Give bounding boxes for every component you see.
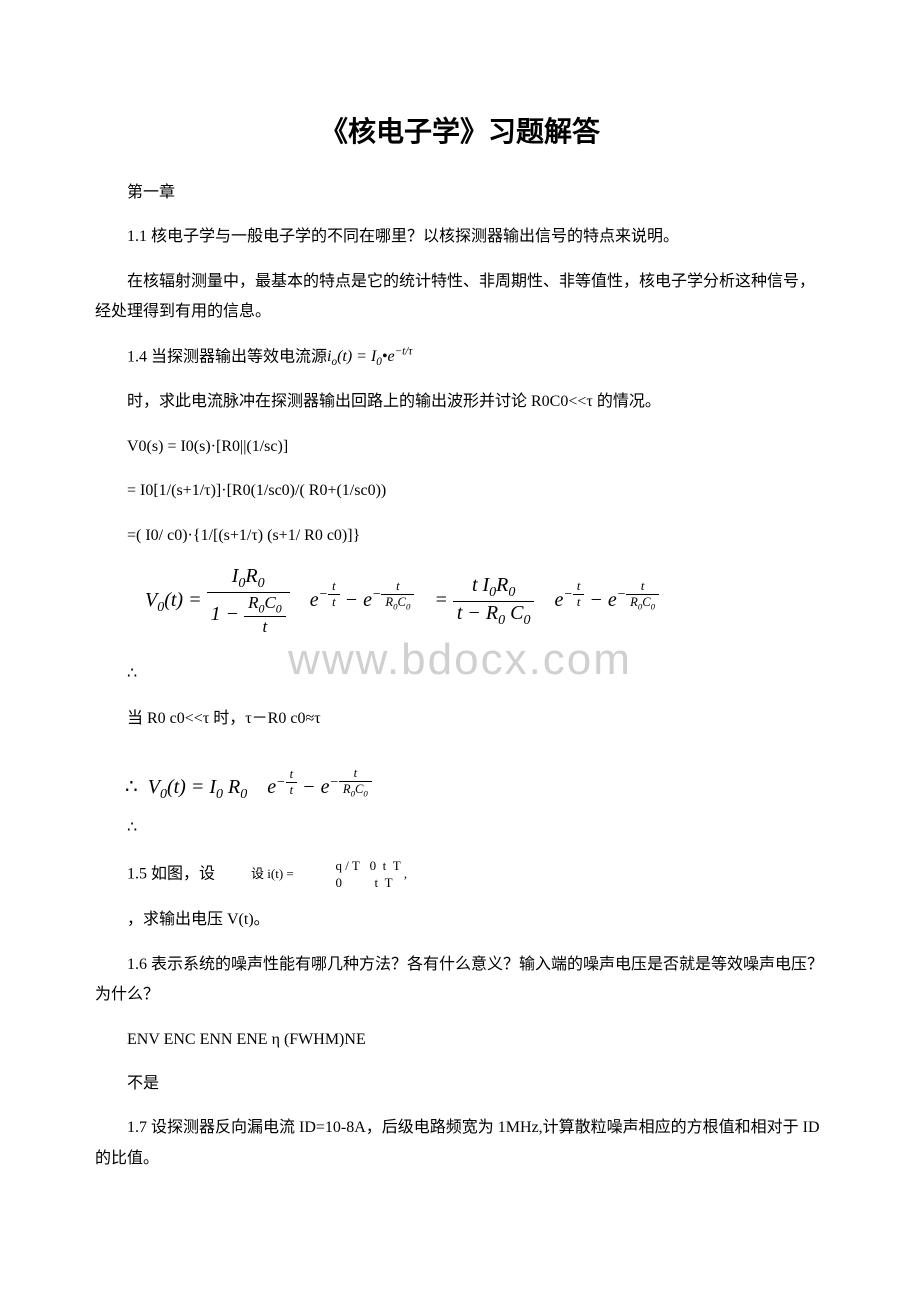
f1-frac1: I0R0 1 − R0C0 t [207, 565, 290, 637]
formula-exp: −t/τ [395, 346, 413, 358]
f2-teq: (t) = I [167, 776, 216, 798]
f2-sub0b: 0 [216, 787, 223, 802]
f1-e2: e [363, 589, 372, 611]
f1-exp2-num: t [381, 579, 414, 595]
question-1-5-line1: 1.5 如图，设 设 i(t) = q / T 0 t T 0 t T , [95, 858, 825, 892]
q1-4-prefix: 1.4 当探测器输出等效电流源 [127, 348, 327, 365]
formula-paren: (t) = I [337, 348, 376, 365]
main-formula-1: V0(t) = I0R0 1 − R0C0 t e−tt − e−tR0C0 =… [145, 565, 825, 637]
q1-5-c2a: t [374, 875, 378, 890]
f2-sub0c: 0 [240, 787, 247, 802]
f1-minus2: − [589, 589, 608, 611]
f1-frac2-den-t: t − R [457, 602, 498, 624]
q1-5-prefix: 1.5 如图，设 [127, 865, 215, 882]
f1-den-C: C [264, 593, 275, 612]
formula-e: e [388, 348, 395, 365]
q1-5-qT: q / T [335, 858, 359, 873]
f1-frac2-num-sub0b: 0 [508, 585, 515, 600]
f1-e4: e [608, 589, 617, 611]
q1-5-comma: , [404, 866, 407, 881]
q1-5-set: 设 i(t) = [251, 866, 294, 881]
q1-5-piecewise: 设 i(t) = q / T 0 t T 0 t T , [219, 858, 407, 892]
f1-exp1-num: t [328, 579, 340, 595]
f1-exp2-C: C [398, 595, 406, 609]
derivation-eq1: V0(s) = I0(s)·[R0||(1/sc)] [95, 432, 825, 462]
q1-5-c1a: 0 [370, 858, 377, 873]
f2-exp1-den: t [286, 783, 298, 798]
f1-exp3-num: t [573, 579, 585, 595]
f1-inner-frac: R0C0 t [244, 593, 286, 637]
f1-den-1: 1 − [211, 603, 240, 625]
answer-1-6-line1: ENV ENC ENN ENE η (FWHM)NE [95, 1025, 825, 1055]
f2-exp2-num: t [339, 766, 372, 782]
condition-line: 当 R0 c0<<τ 时，τ－R0 c0≈τ [95, 704, 825, 734]
question-1-7: 1.7 设探测器反向漏电流 ID=10-8A，后级电路频宽为 1MHz,计算散粒… [95, 1113, 825, 1174]
f1-num-sub0b: 0 [258, 576, 265, 591]
f2-V: V [148, 776, 160, 798]
document-content: 《核电子学》习题解答 第一章 1.1 核电子学与一般电子学的不同在哪里？以核探测… [95, 110, 825, 1174]
f1-frac2-num-R: R [496, 574, 508, 596]
f1-num-R: R [245, 565, 257, 587]
f2-therefore: ∴ [125, 776, 138, 798]
question-1-1: 1.1 核电子学与一般电子学的不同在哪里？以核探测器输出信号的特点来说明。 [95, 222, 825, 252]
therefore-line-2: ∴ [95, 813, 825, 843]
f1-frac2-den-C: C [505, 602, 523, 624]
f1-minus1: − [345, 589, 364, 611]
answer-1-6-line2: 不是 [95, 1069, 825, 1099]
f1-exp4-num: t [626, 579, 659, 595]
f1-den-sub0b: 0 [276, 601, 282, 615]
f1-t: (t) = [164, 589, 201, 611]
therefore-line-1: ∴ [95, 659, 825, 689]
f1-exp4-sub0b: 0 [651, 601, 655, 611]
page-title: 《核电子学》习题解答 [95, 110, 825, 150]
f1-den-t: t [244, 617, 286, 637]
f1-frac2-den-sub0b: 0 [523, 613, 530, 628]
q1-5-0: 0 [335, 875, 342, 890]
f2-exp1-num: t [286, 767, 298, 783]
f2-e1: e [267, 776, 276, 798]
main-formula-2: ∴ V0(t) = I0 R0 e−tt − e−tR0C0 [125, 766, 825, 803]
f2-exp2-sub0b: 0 [363, 789, 367, 799]
f2-exp2-R: R [343, 782, 351, 796]
f1-frac2: t I0R0 t − R0 C0 [453, 574, 535, 629]
derivation-eq3: =( I0/ c0)·{1/[(s+1/τ) (s+1/ R0 c0)]} [95, 521, 825, 551]
q1-5-c2b: T [385, 875, 393, 890]
f1-exp4-R: R [630, 595, 638, 609]
question-1-4-line1: 1.4 当探测器输出等效电流源io(t) = I0•e−t/τ [95, 342, 825, 374]
q1-5-c1c: T [393, 858, 401, 873]
f2-minus: − [302, 776, 321, 798]
chapter-heading: 第一章 [95, 178, 825, 208]
f1-exp2-sub0b: 0 [406, 601, 410, 611]
f1-exp4-C: C [642, 595, 650, 609]
derivation-eq2: = I0[1/(s+1/τ)]·[R0(1/sc0)/( R0+(1/sc0)) [95, 476, 825, 506]
f1-exp2-R: R [385, 595, 393, 609]
question-1-4-line2: 时，求此电流脉冲在探测器输出回路上的输出波形并讨论 R0C0<<τ 的情况。 [95, 387, 825, 417]
f1-den-R: R [248, 593, 258, 612]
f1-equals: = [429, 589, 453, 611]
f2-R: R [223, 776, 240, 798]
f1-exp3-den: t [573, 595, 585, 610]
q1-5-c1b: t [383, 858, 387, 873]
f1-V: V [145, 589, 157, 611]
question-1-5-line2: ，求输出电压 V(t)。 [95, 905, 825, 935]
f1-e1: e [310, 589, 319, 611]
f1-frac2-num-t: t I [472, 574, 489, 596]
f2-sub0: 0 [160, 787, 167, 802]
q1-4-inline-formula: io(t) = I0•e−t/τ [327, 348, 412, 365]
f1-exp1-den: t [328, 595, 340, 610]
answer-1-1: 在核辐射测量中，最基本的特点是它的统计特性、非周期性、非等值性，核电子学分析这种… [95, 267, 825, 328]
question-1-6: 1.6 表示系统的噪声性能有哪几种方法？各有什么意义？输入端的噪声电压是否就是等… [95, 950, 825, 1011]
